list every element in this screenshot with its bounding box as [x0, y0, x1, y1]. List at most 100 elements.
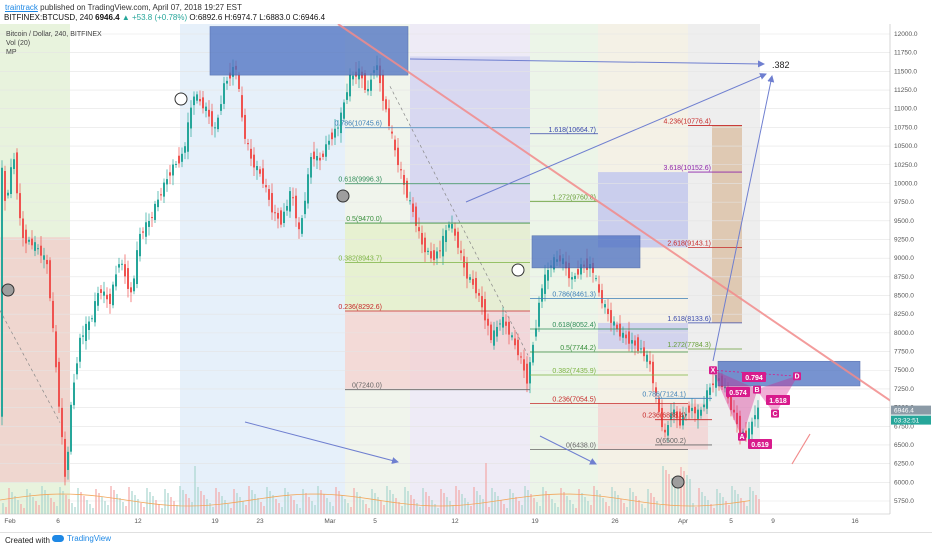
- candle-body: [577, 269, 579, 275]
- time-zone-band: [180, 24, 345, 514]
- candle-body: [523, 359, 525, 371]
- candle-body: [709, 387, 711, 395]
- candle-body: [313, 151, 315, 160]
- candle-body: [151, 217, 153, 219]
- candle-body: [241, 95, 243, 118]
- candle-body: [94, 301, 96, 323]
- volume-bar: [350, 507, 352, 514]
- candle-body: [91, 318, 93, 320]
- candle-body: [463, 256, 465, 268]
- time-tick-label: Feb: [4, 518, 16, 525]
- price-timer-bg: [891, 415, 931, 425]
- footer-bar: Created with TradingView: [0, 532, 932, 551]
- volume-bar: [233, 489, 235, 514]
- price-chart[interactable]: 0.786(10745.6) 0.618(9996.3) 0.5(9470.0) 0.…: [0, 24, 932, 532]
- candle-body: [502, 316, 504, 328]
- ext-blue-band-2: [598, 172, 688, 248]
- candle-body: [397, 147, 399, 166]
- volume-bar: [107, 505, 109, 514]
- arrow-line: [409, 58, 765, 68]
- candle-body: [511, 335, 513, 338]
- volume-bar: [362, 500, 364, 514]
- volume-bar: [65, 495, 67, 514]
- candle-body: [619, 323, 621, 337]
- volume-bar: [293, 500, 295, 514]
- volume-bar: [74, 507, 76, 514]
- candle-body: [571, 277, 573, 280]
- candle-body: [406, 180, 408, 198]
- volume-bar: [263, 506, 265, 514]
- volume-bar: [503, 504, 505, 514]
- volume-bar: [71, 503, 73, 514]
- volume-bar: [728, 505, 730, 514]
- candle-body: [130, 287, 132, 293]
- candle-body: [280, 210, 282, 225]
- price-tick-label: 7500.0: [894, 367, 914, 374]
- candle-body: [451, 224, 453, 229]
- fib-retracement-3-label: 0(6500.2): [656, 438, 686, 445]
- candle-body: [334, 128, 336, 138]
- candle-body: [100, 289, 102, 293]
- volume-bar: [740, 498, 742, 514]
- candle-body: [58, 361, 60, 407]
- volume-bar: [377, 497, 379, 514]
- volume-bar: [17, 500, 19, 514]
- candle-body: [262, 168, 264, 184]
- author-link[interactable]: traintrack: [5, 3, 38, 12]
- candle-body: [436, 251, 438, 259]
- fib-retracement-2-label: 0.236(7054.5): [552, 397, 596, 404]
- fib-retracement-1-label: 0.382(8943.7): [338, 255, 382, 262]
- candle-body: [4, 170, 6, 201]
- volume-bar: [332, 506, 334, 514]
- cycle-marker-circle: [671, 475, 685, 489]
- candle-body: [388, 108, 390, 127]
- volume-bar: [443, 493, 445, 514]
- volume-bar: [14, 496, 16, 514]
- volume-bar: [620, 499, 622, 514]
- candle-body: [322, 153, 324, 157]
- candle-body: [631, 340, 633, 344]
- candle-body: [7, 192, 9, 196]
- volume-bar: [119, 498, 121, 514]
- candle-body: [337, 127, 339, 129]
- volume-bar: [743, 502, 745, 514]
- candle-body: [343, 102, 345, 119]
- volume-bar: [500, 500, 502, 514]
- candle-body: [670, 413, 672, 420]
- harmonic-point-b: [753, 385, 761, 394]
- volume-bar: [455, 486, 457, 514]
- tradingview-logo[interactable]: TradingView: [52, 534, 111, 543]
- volume-bar: [353, 488, 355, 514]
- price-tick-label: 6250.0: [894, 461, 914, 468]
- chart-legend: Bitcoin / Dollar, 240, BITFINEX Vol (20)…: [6, 30, 102, 57]
- volume-bar: [605, 502, 607, 514]
- candle-body: [676, 411, 678, 419]
- volume-bar: [395, 498, 397, 514]
- candle-body: [640, 348, 642, 350]
- volume-bar: [44, 490, 46, 514]
- volume-bar: [413, 499, 415, 514]
- candle-body: [73, 382, 75, 406]
- volume-bar: [569, 500, 571, 514]
- candle-body: [499, 323, 501, 325]
- cycle-marker-circle: [336, 189, 350, 203]
- candle-body: [538, 302, 540, 327]
- volume-bar: [416, 503, 418, 514]
- candle-body: [166, 179, 168, 185]
- candle-body: [418, 227, 420, 232]
- harmonic-point-a: [738, 432, 746, 441]
- volume-bar: [368, 508, 370, 514]
- candle-body: [196, 94, 198, 101]
- candle-body: [403, 174, 405, 185]
- volume-bar: [83, 496, 85, 514]
- volume-bar: [32, 497, 34, 514]
- candle-body: [421, 232, 423, 245]
- candle-body: [136, 250, 138, 285]
- volume-bar: [698, 488, 700, 514]
- volume-bar: [545, 491, 547, 514]
- candle-body: [43, 255, 45, 260]
- fib-extension-2-label: 1.618(8133.6): [667, 316, 711, 323]
- volume-bar: [449, 501, 451, 514]
- volume-bar: [53, 502, 55, 514]
- fib-retracement-1-label: 0(7240.0): [352, 383, 382, 390]
